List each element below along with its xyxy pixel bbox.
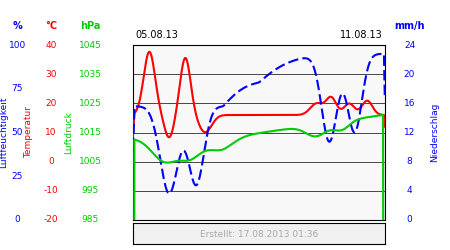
Text: °C: °C	[45, 21, 57, 31]
Text: Luftfeuchtigkeit: Luftfeuchtigkeit	[0, 97, 8, 168]
Text: 25: 25	[11, 172, 23, 181]
Text: Luftdruck: Luftdruck	[64, 111, 73, 154]
Text: 985: 985	[81, 216, 99, 224]
Text: %: %	[12, 21, 22, 31]
Text: 20: 20	[404, 70, 415, 79]
Text: 12: 12	[404, 128, 415, 137]
Text: hPa: hPa	[80, 21, 100, 31]
Text: 11.08.13: 11.08.13	[339, 30, 382, 40]
Text: 1035: 1035	[78, 70, 102, 79]
Text: 20: 20	[45, 99, 57, 108]
Text: 30: 30	[45, 70, 57, 79]
Text: 8: 8	[407, 157, 412, 166]
Text: 24: 24	[404, 40, 415, 50]
Text: 1045: 1045	[79, 40, 101, 50]
Text: 0: 0	[407, 216, 412, 224]
Text: Erstellt: 17.08.2013 01:36: Erstellt: 17.08.2013 01:36	[200, 230, 318, 239]
Text: 1015: 1015	[78, 128, 102, 137]
Text: 1025: 1025	[79, 99, 101, 108]
Text: mm/h: mm/h	[394, 21, 425, 31]
Text: -20: -20	[44, 216, 58, 224]
Text: 4: 4	[407, 186, 412, 195]
Text: 50: 50	[11, 128, 23, 137]
Text: Niederschlag: Niederschlag	[430, 103, 439, 162]
Text: 995: 995	[81, 186, 99, 195]
Text: 10: 10	[45, 128, 57, 137]
Text: Temperatur: Temperatur	[24, 106, 33, 158]
Text: 40: 40	[45, 40, 57, 50]
Text: 1005: 1005	[78, 157, 102, 166]
Text: 100: 100	[9, 40, 26, 50]
Text: 75: 75	[11, 84, 23, 93]
Text: 0: 0	[48, 157, 54, 166]
Text: 05.08.13: 05.08.13	[135, 30, 178, 40]
Text: 16: 16	[404, 99, 415, 108]
Text: -10: -10	[44, 186, 58, 195]
Text: 0: 0	[14, 216, 20, 224]
